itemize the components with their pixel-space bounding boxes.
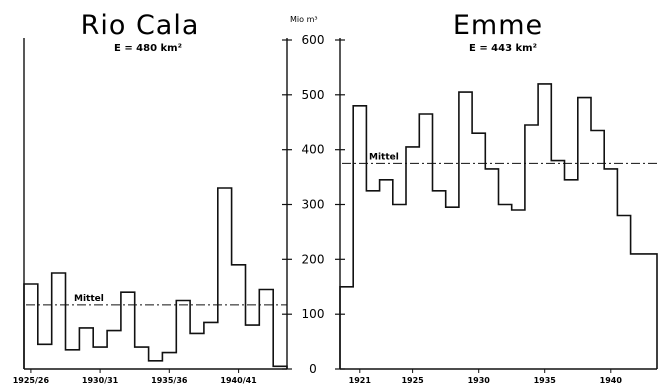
- y-tick-label: 600: [302, 33, 325, 47]
- x-tick-label: 1930/31: [82, 376, 119, 385]
- shared-y-axis: Mio m³ 0 100 200 300 400 500 600: [282, 15, 345, 376]
- x-tick-label: 1935/36: [151, 376, 188, 385]
- y-tick-label: 0: [309, 362, 317, 376]
- y-tick-label: 100: [302, 307, 325, 321]
- y-axis-unit-label: Mio m³: [290, 15, 318, 24]
- y-tick-label: 500: [302, 88, 325, 102]
- x-tick-label: 1935: [534, 376, 557, 385]
- x-tick-label: 1925/26: [13, 376, 50, 385]
- panel-emme: Emme E = 443 km² 1921 1925 1930 1935 1940 Mi…: [339, 10, 658, 385]
- rio-cala-discharge-step-line: [23, 187, 288, 369]
- x-tick-label: 1940: [600, 376, 623, 385]
- y-tick-label: 200: [302, 252, 325, 266]
- rio-cala-mean-label: Mittel: [74, 294, 104, 304]
- y-tick-label: 300: [302, 198, 325, 212]
- rio-cala-title: Rio Cala: [81, 10, 200, 41]
- emme-discharge-step-line: [339, 83, 658, 369]
- emme-subtitle: E = 443 km²: [469, 43, 537, 54]
- x-tick-label: 1930: [468, 376, 491, 385]
- emme-title: Emme: [453, 10, 543, 41]
- y-tick-label: 400: [302, 143, 325, 157]
- emme-mean-label: Mittel: [369, 152, 399, 162]
- x-tick-label: 1925: [401, 376, 424, 385]
- rio-cala-subtitle: E = 480 km²: [114, 43, 182, 54]
- panel-rio-cala: Rio Cala E = 480 km² 1925/26 1930/31 1935/…: [13, 10, 288, 385]
- x-tick-label: 1921: [349, 376, 372, 385]
- x-tick-label: 1940/41: [220, 376, 257, 385]
